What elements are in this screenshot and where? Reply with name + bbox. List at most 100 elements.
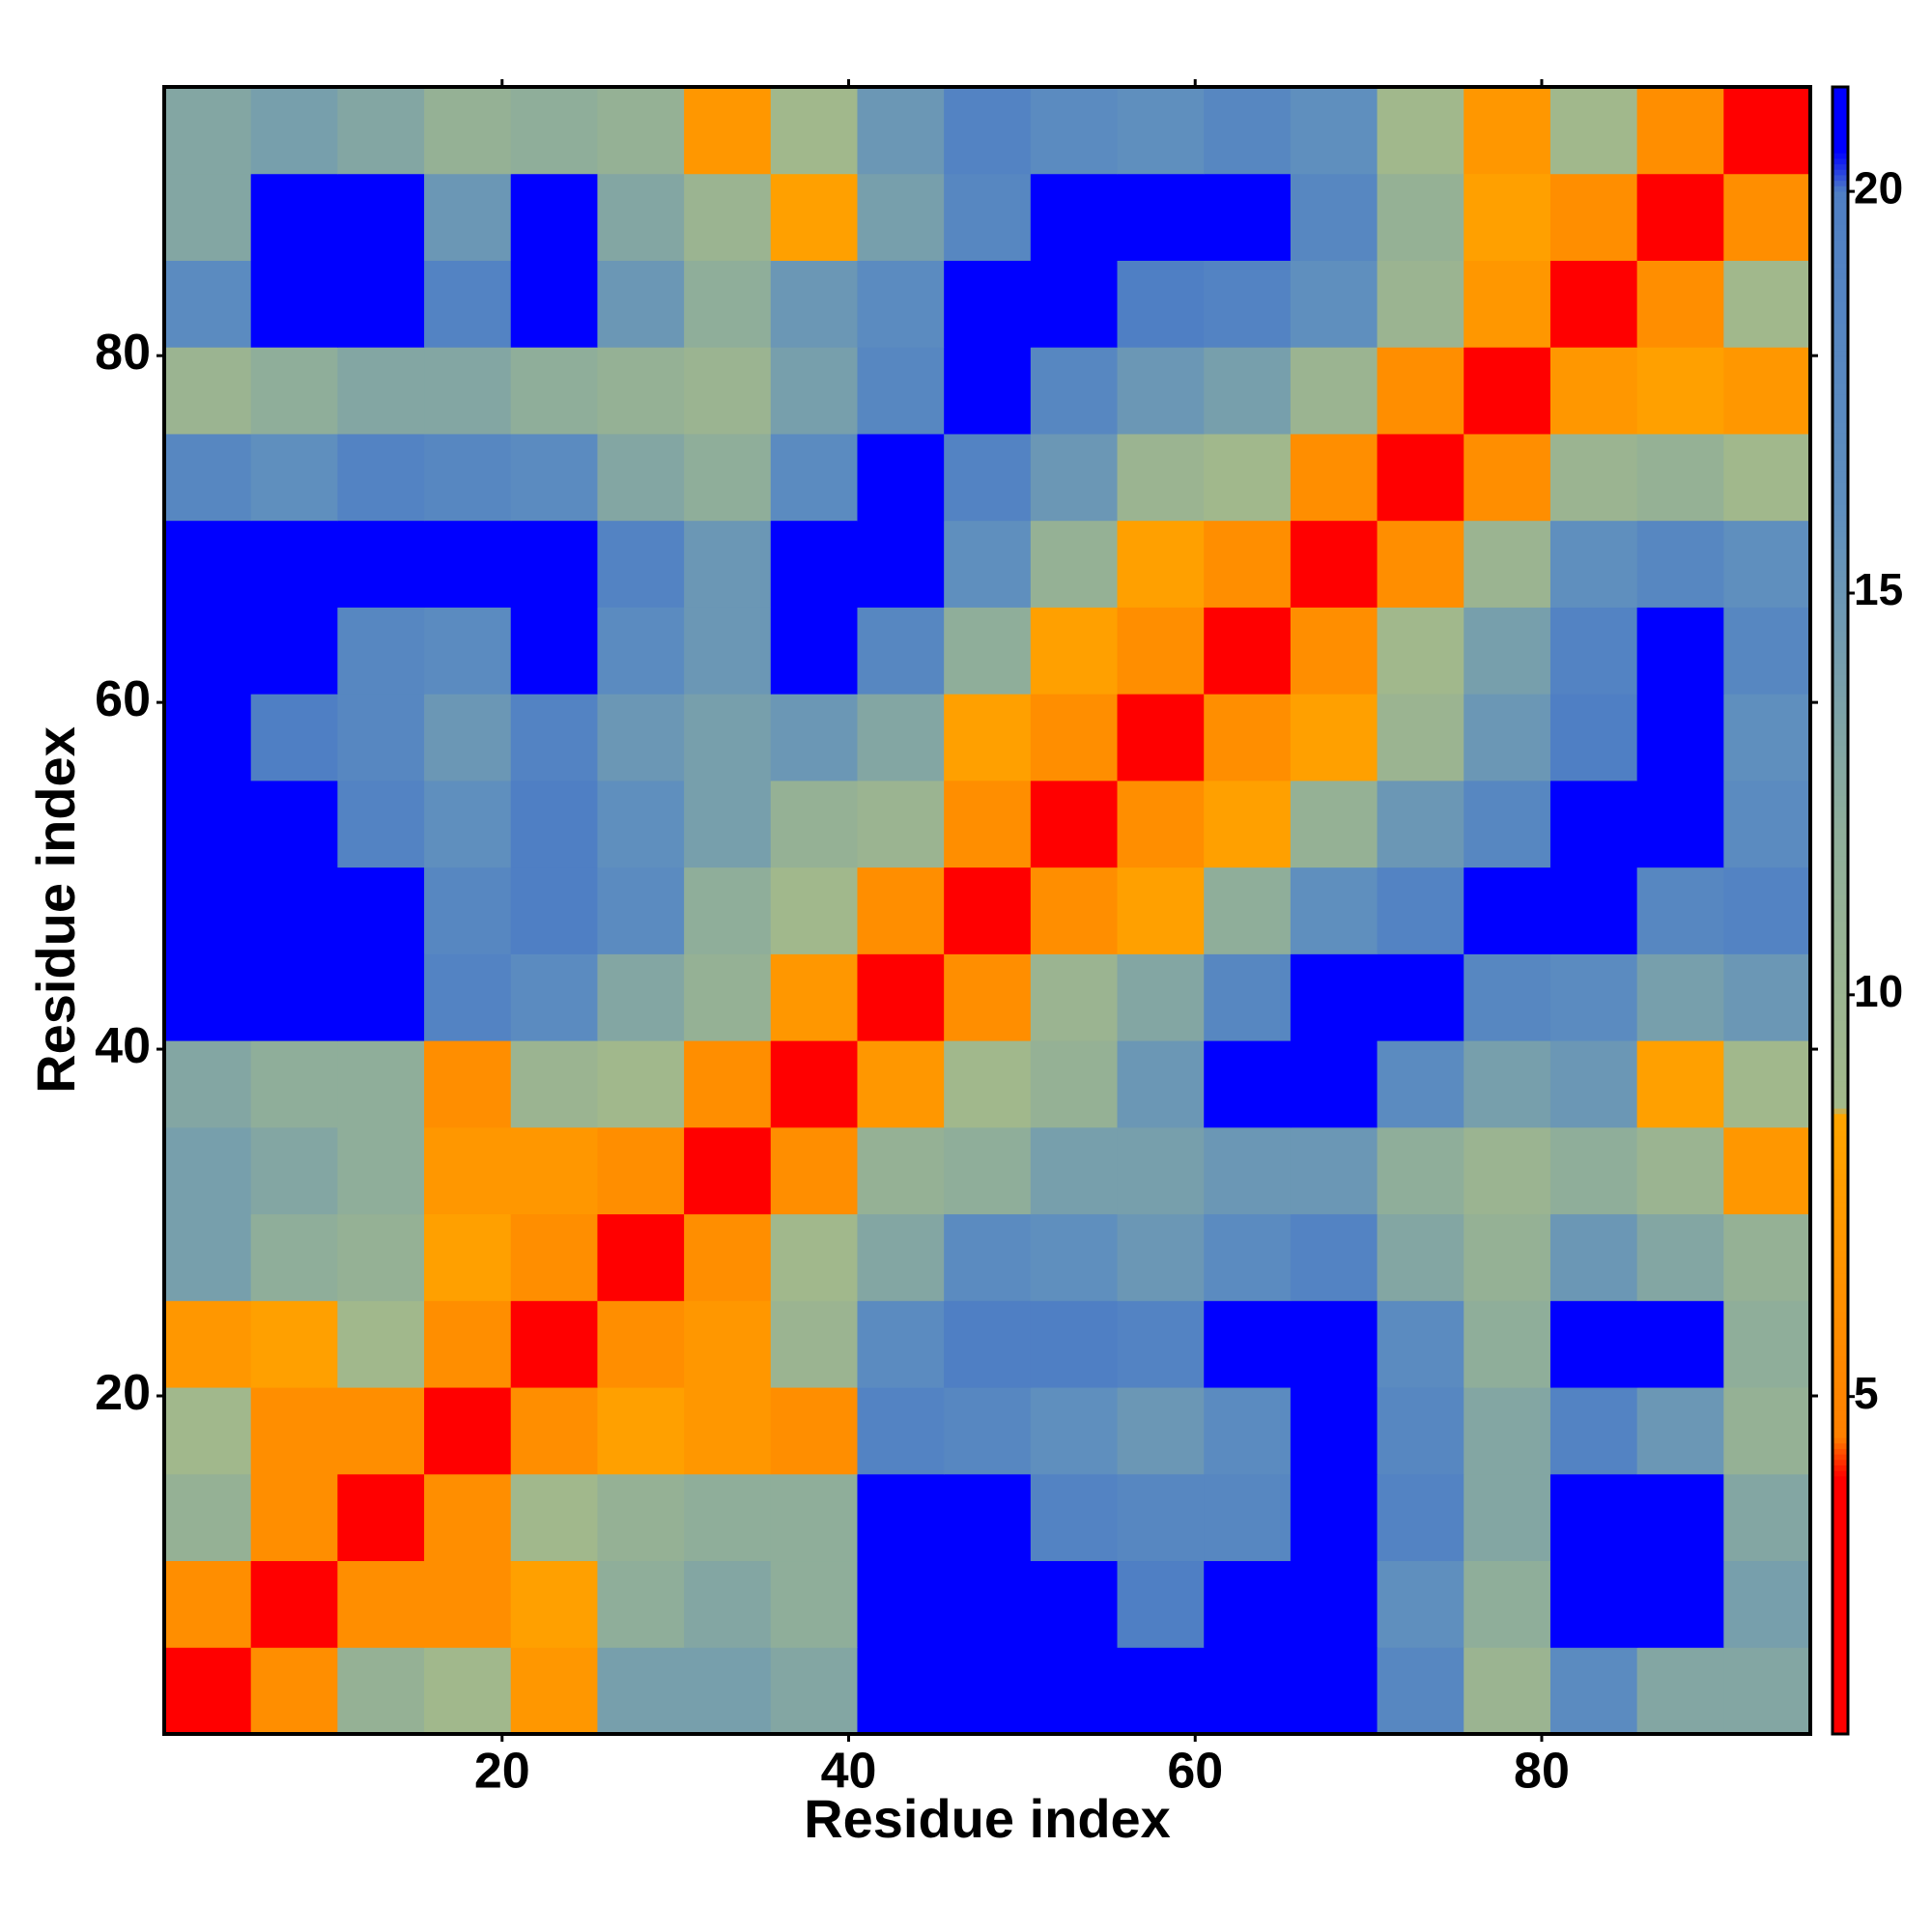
heatmap-cell [164, 520, 252, 608]
heatmap-cell [684, 694, 772, 781]
heatmap-cell [770, 173, 858, 261]
heatmap-cell [337, 953, 425, 1041]
colorbar-segment [1833, 1151, 1848, 1158]
colorbar-segment [1833, 1481, 1848, 1488]
heatmap-cell [597, 260, 685, 348]
colorbar-segment [1833, 503, 1848, 511]
heatmap-cell [164, 1647, 252, 1735]
heatmap-cell [337, 780, 425, 868]
heatmap-cell [424, 520, 512, 608]
colorbar-segment [1833, 1266, 1848, 1274]
colorbar-segment [1833, 333, 1848, 340]
colorbar-segment [1833, 1250, 1848, 1258]
heatmap-cell [1030, 694, 1119, 781]
colorbar-segment [1833, 899, 1848, 906]
colorbar-segment [1833, 1421, 1848, 1428]
colorbar-segment [1833, 833, 1848, 840]
heatmap-cell [1636, 694, 1724, 781]
colorbar-segment [1833, 855, 1848, 862]
heatmap-cell [510, 780, 598, 868]
heatmap-cell [1549, 1647, 1638, 1735]
colorbar-segment [1833, 658, 1848, 665]
heatmap-cell [1030, 1040, 1119, 1128]
colorbar-segment [1833, 470, 1848, 478]
heatmap-cell [597, 867, 685, 954]
colorbar-segment [1833, 1234, 1848, 1240]
heatmap-cell [1636, 1300, 1724, 1388]
heatmap-cell [1377, 607, 1464, 695]
heatmap-cell [1290, 347, 1378, 435]
heatmap-cell [1549, 607, 1638, 695]
heatmap-cell [1030, 433, 1119, 522]
colorbar-segment [1833, 268, 1848, 274]
heatmap-cell [510, 1473, 598, 1562]
heatmap-cell [944, 347, 1032, 435]
heatmap-cell [1030, 1126, 1119, 1215]
colorbar-segment [1833, 383, 1848, 390]
colorbar-segment [1833, 147, 1848, 154]
heatmap-cell [1723, 260, 1811, 348]
heatmap-cell [1204, 607, 1292, 695]
heatmap-cell [1636, 173, 1724, 261]
colorbar-segment [1833, 125, 1848, 131]
heatmap-cell [944, 1560, 1032, 1648]
colorbar-segment [1833, 92, 1848, 99]
colorbar-segment [1833, 157, 1848, 165]
heatmap-cell [1723, 1213, 1811, 1301]
colorbar-segment [1833, 273, 1848, 280]
colorbar-segment [1833, 1262, 1848, 1268]
colorbar-segment [1833, 1092, 1848, 1098]
colorbar-segment [1833, 1405, 1848, 1411]
colorbar-segment [1833, 1470, 1848, 1477]
colorbar-segment [1833, 564, 1848, 571]
heatmap-cell [1723, 1387, 1811, 1475]
heatmap-cell [1463, 780, 1551, 868]
colorbar-segment [1833, 1547, 1848, 1553]
colorbar-segment [1833, 888, 1848, 895]
heatmap-cell [250, 1040, 338, 1128]
heatmap-cell [857, 87, 945, 175]
heatmap-cell [857, 1387, 945, 1475]
colorbar-segment [1833, 1239, 1848, 1246]
heatmap-cell [1549, 433, 1638, 522]
colorbar-segment [1833, 169, 1848, 176]
colorbar-segment [1833, 1607, 1848, 1614]
colorbar-segment [1833, 1475, 1848, 1483]
heatmap-cell [1117, 1040, 1205, 1128]
colorbar-segment [1833, 1354, 1848, 1362]
colorbar-segment [1833, 849, 1848, 857]
colorbar-segment [1833, 921, 1848, 928]
heatmap-cell [1463, 173, 1551, 261]
colorbar-segment [1833, 581, 1848, 587]
heatmap-cell [250, 953, 338, 1041]
colorbar-segment [1833, 482, 1848, 489]
colorbar-segment [1833, 751, 1848, 757]
heatmap-cell [164, 1473, 252, 1562]
heatmap-cell [1463, 1040, 1551, 1128]
heatmap-cell [1723, 867, 1811, 954]
colorbar-segment [1833, 241, 1848, 247]
heatmap-cell [250, 173, 338, 261]
colorbar-segment [1833, 663, 1848, 669]
heatmap-cell [1549, 347, 1638, 435]
heatmap-cell [337, 260, 425, 348]
heatmap-cell [770, 867, 858, 954]
heatmap-cell [337, 1126, 425, 1215]
heatmap-cell [164, 694, 252, 781]
colorbar-segment [1833, 262, 1848, 270]
colorbar-segment [1833, 877, 1848, 884]
heatmap-cell [1463, 694, 1551, 781]
heatmap-cell [857, 173, 945, 261]
colorbar-segment [1833, 1317, 1848, 1323]
heatmap-cell [1377, 1040, 1464, 1128]
heatmap-cell [1549, 694, 1638, 781]
heatmap-cell [1290, 260, 1378, 348]
colorbar-segment [1833, 554, 1848, 560]
colorbar-segment [1833, 449, 1848, 456]
heatmap-cell [1030, 953, 1119, 1041]
colorbar-segment [1833, 773, 1848, 780]
colorbar-segment [1833, 591, 1848, 599]
colorbar-segment [1833, 1503, 1848, 1510]
heatmap-cell [1290, 1126, 1378, 1215]
colorbar-segment [1833, 1630, 1848, 1636]
